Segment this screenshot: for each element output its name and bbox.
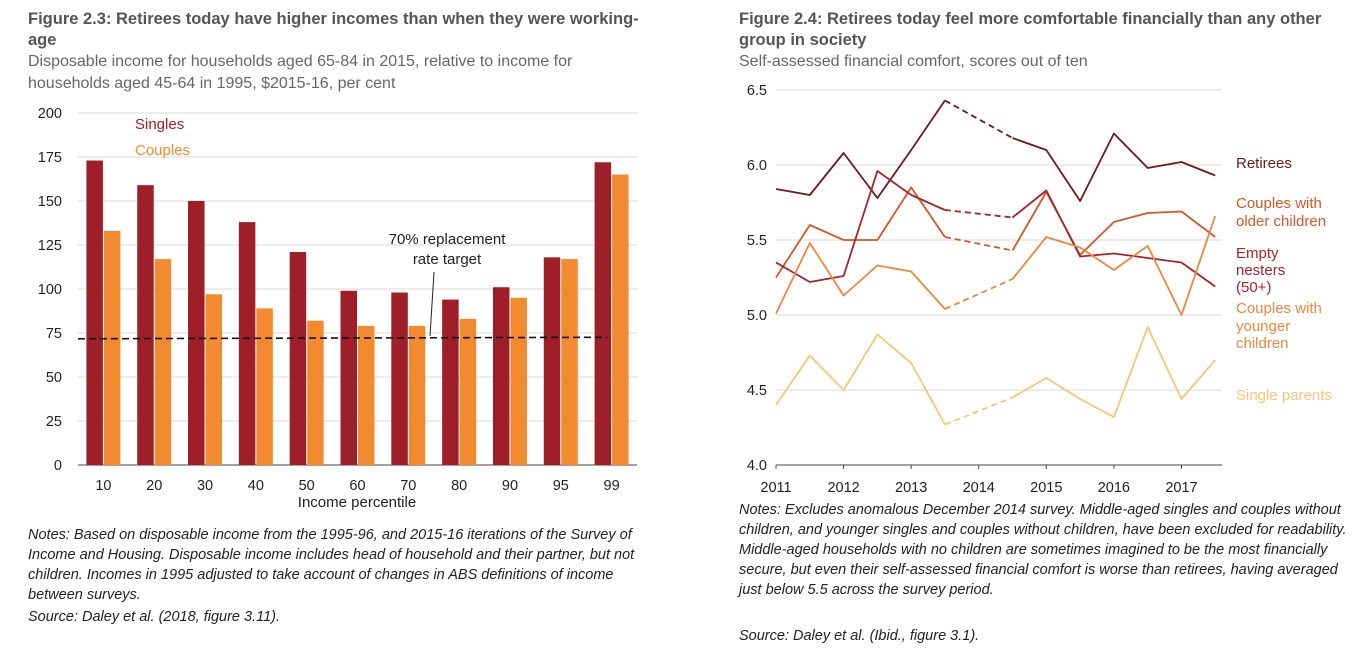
- series-2-line-b: [1011, 189, 1216, 288]
- x-tick-label: 2014: [963, 480, 995, 496]
- y-tick-label: 0: [54, 458, 62, 474]
- y-tick-label: 50: [46, 370, 62, 386]
- x-tick-label: 2013: [895, 480, 927, 496]
- legend-couples-older: older children: [1236, 213, 1326, 230]
- figure-source: Source: Daley et al. (Ibid., figure 3.1)…: [739, 628, 980, 644]
- legend-single-parents: Single parents: [1236, 387, 1332, 404]
- bar-couples-50: [307, 320, 324, 465]
- reference-pointer: [429, 271, 435, 337]
- figure-subtitle: Self-assessed financial comfort, scores …: [739, 53, 1088, 70]
- legend-retirees: Retirees: [1236, 155, 1292, 172]
- figure-2-4-panel: Figure 2.4: Retirees today feel more com…: [710, 0, 1357, 656]
- bar-couples-40: [256, 308, 273, 465]
- x-tick-label: 90: [502, 478, 518, 494]
- legend-couples-younger: younger: [1236, 318, 1290, 335]
- bar-couples-95: [561, 259, 578, 465]
- reference-line: [77, 336, 608, 340]
- bar-chart: 0 25 50 75 100 125 150 175 200 10 20 30 40 50 60 70 80 90…: [38, 106, 637, 510]
- x-tick-label: 2012: [827, 480, 859, 496]
- legend-couples-younger: Couples with: [1236, 300, 1322, 317]
- y-tick-label: 75: [46, 326, 62, 342]
- y-tick-label: 6.0: [747, 158, 767, 174]
- figure-source: Source: Daley et al. (2018, figure 3.11)…: [28, 609, 281, 625]
- series-1-line-a: [775, 186, 946, 278]
- bar-couples-20: [154, 259, 172, 465]
- x-tick-label: 95: [553, 478, 569, 494]
- series-0-line-a: [775, 99, 946, 199]
- y-tick-label: 4.5: [747, 383, 767, 399]
- bar-couples-70: [408, 325, 426, 465]
- legend-couples: Couples: [135, 142, 190, 159]
- y-tick-label: 175: [38, 150, 62, 166]
- series-1-line-b: [1011, 191, 1216, 256]
- x-tick-label: 20: [146, 478, 162, 494]
- bar-singles-20: [137, 185, 154, 465]
- figure-title: Figure 2.3: Retirees today have higher i…: [28, 10, 639, 49]
- legend-empty-nesters: (50+): [1236, 279, 1271, 296]
- figure-notes: Notes: Based on disposable income from t…: [28, 527, 635, 603]
- series-1-dashed-gap: [944, 236, 1013, 252]
- y-tick-label: 150: [38, 194, 62, 210]
- figure-title: Figure 2.4: Retirees today feel more com…: [739, 10, 1322, 49]
- bar-singles-50: [289, 252, 307, 465]
- x-tick-label: 10: [95, 478, 111, 494]
- figure-subtitle: Disposable income for households aged 65…: [28, 53, 573, 92]
- y-tick-label: 6.5: [747, 83, 767, 99]
- series-3-line-b: [1011, 215, 1217, 316]
- series-0-line-b: [1012, 132, 1216, 202]
- series-2-dashed-gap: [944, 209, 1013, 219]
- x-tick-label: 2017: [1165, 480, 1197, 496]
- bar-couples-80: [459, 318, 477, 465]
- series-0-dashed-gap: [944, 99, 1013, 139]
- bar-singles-40: [238, 222, 256, 465]
- bar-singles-90: [492, 287, 510, 465]
- bar-couples-10: [103, 230, 121, 465]
- y-tick-label: 4.0: [747, 458, 767, 474]
- x-tick-label: 99: [604, 478, 620, 494]
- y-tick-label: 5.0: [747, 308, 767, 324]
- x-tick-label: 2016: [1098, 480, 1130, 496]
- reference-label: rate target: [413, 251, 482, 268]
- bar-couples-60: [358, 325, 375, 465]
- legend-couples-older: Couples with: [1236, 195, 1322, 212]
- bar-singles-99: [594, 162, 612, 465]
- x-tick-label: 80: [451, 478, 467, 494]
- x-tick-label: 60: [349, 478, 365, 494]
- legend-empty-nesters: nesters: [1236, 262, 1285, 279]
- series-2-line-a: [775, 170, 946, 283]
- legend-singles: Singles: [135, 116, 184, 133]
- figure-2-3-panel: Figure 2.3: Retirees today have higher i…: [0, 0, 660, 656]
- bar-singles-80: [442, 299, 459, 465]
- bar-singles-60: [340, 290, 357, 465]
- y-tick-label: 200: [38, 106, 62, 122]
- x-axis-label: Income percentile: [298, 494, 416, 510]
- bar-couples-90: [510, 297, 527, 465]
- series-4-line-b: [1012, 326, 1216, 418]
- x-tick-label: 2015: [1030, 480, 1062, 496]
- bar-singles-95: [543, 257, 561, 465]
- bar-couples-30: [205, 294, 223, 465]
- figure-notes: Notes: Excludes anomalous December 2014 …: [739, 502, 1347, 598]
- series-3-dashed-gap: [944, 278, 1013, 310]
- legend-couples-younger: children: [1236, 335, 1289, 352]
- series-4-dashed-gap: [944, 396, 1013, 426]
- bar-singles-70: [391, 292, 408, 465]
- series-4-line-a: [775, 333, 946, 425]
- y-tick-label: 25: [46, 414, 62, 430]
- series-3-line-a: [775, 242, 946, 314]
- x-tick-label: 30: [197, 478, 213, 494]
- x-tick-label: 2011: [760, 480, 791, 496]
- x-tick-label: 40: [248, 478, 264, 494]
- x-tick-label: 70: [400, 478, 416, 494]
- legend-empty-nesters: Empty: [1236, 245, 1279, 262]
- reference-label: 70% replacement: [389, 231, 507, 248]
- bar-couples-99: [612, 174, 629, 465]
- x-tick-label: 50: [299, 478, 315, 494]
- bar-singles-30: [188, 201, 205, 465]
- y-tick-label: 100: [38, 282, 62, 298]
- y-tick-label: 5.5: [747, 233, 767, 249]
- bar-singles-10: [86, 160, 103, 465]
- y-tick-label: 125: [38, 238, 62, 254]
- line-chart: 4.0 4.5 5.0 5.5 6.0 6.5 2011 2012 2013 2014 2015 20…: [747, 83, 1332, 496]
